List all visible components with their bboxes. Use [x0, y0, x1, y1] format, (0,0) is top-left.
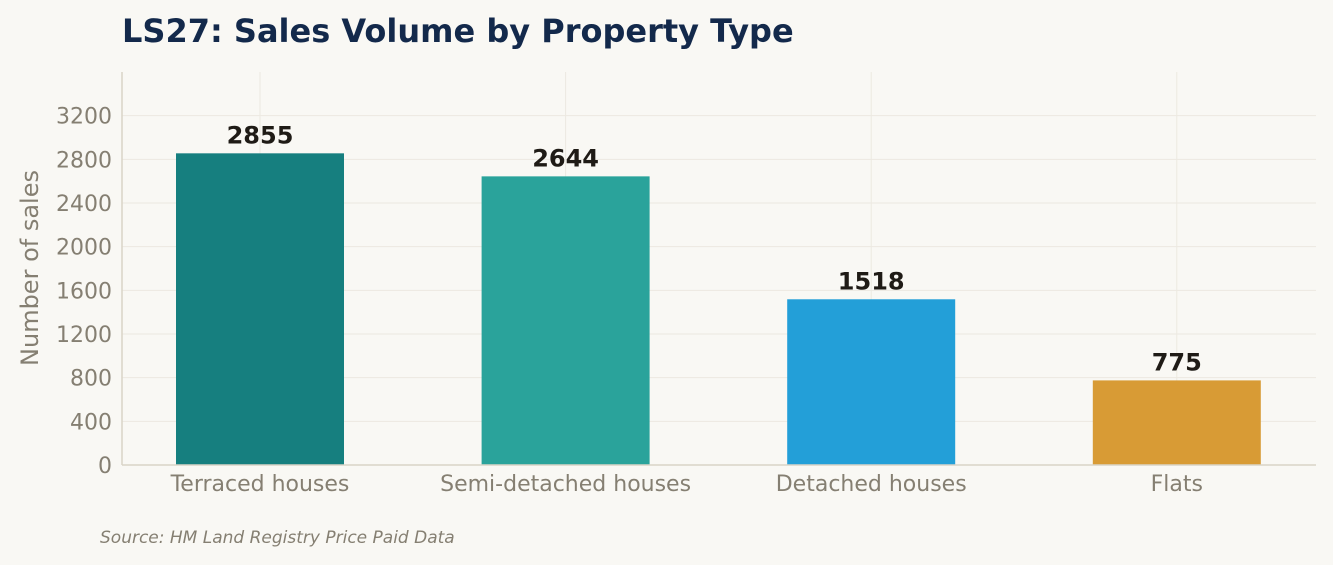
bar: [176, 153, 344, 465]
y-tick-label: 1200: [56, 323, 112, 348]
bars: 2855 2644 1518 775: [176, 121, 1261, 465]
x-tick-label: Detached houses: [776, 472, 967, 497]
x-tick-label: Flats: [1151, 472, 1203, 497]
data-label: 1518: [838, 267, 905, 295]
x-tick-label: Semi-detached houses: [440, 472, 691, 497]
y-tick-label: 2000: [56, 236, 112, 261]
axes: 0 400 800 1200 1600 2000 2400 2800 3200 Terraced …: [56, 72, 1316, 497]
y-tick-label: 2800: [56, 148, 112, 173]
data-label: 2855: [227, 121, 294, 149]
y-tick-label: 1600: [56, 279, 112, 304]
source-note: Source: HM Land Registry Price Paid Data: [100, 528, 455, 548]
y-tick-label: 0: [98, 454, 112, 479]
y-tick-label: 3200: [56, 105, 112, 130]
x-tick-label: Terraced houses: [170, 472, 350, 497]
y-tick-label: 2400: [56, 192, 112, 217]
bar: [481, 176, 650, 465]
bar: [787, 299, 956, 465]
y-tick-label: 800: [70, 367, 112, 392]
y-axis-label: Number of sales: [16, 170, 44, 366]
bar: [1092, 380, 1261, 465]
y-tick-label: 400: [70, 410, 112, 435]
chart-title: LS27: Sales Volume by Property Type: [122, 12, 794, 50]
data-label: 2644: [532, 144, 599, 172]
data-label: 775: [1152, 348, 1202, 376]
